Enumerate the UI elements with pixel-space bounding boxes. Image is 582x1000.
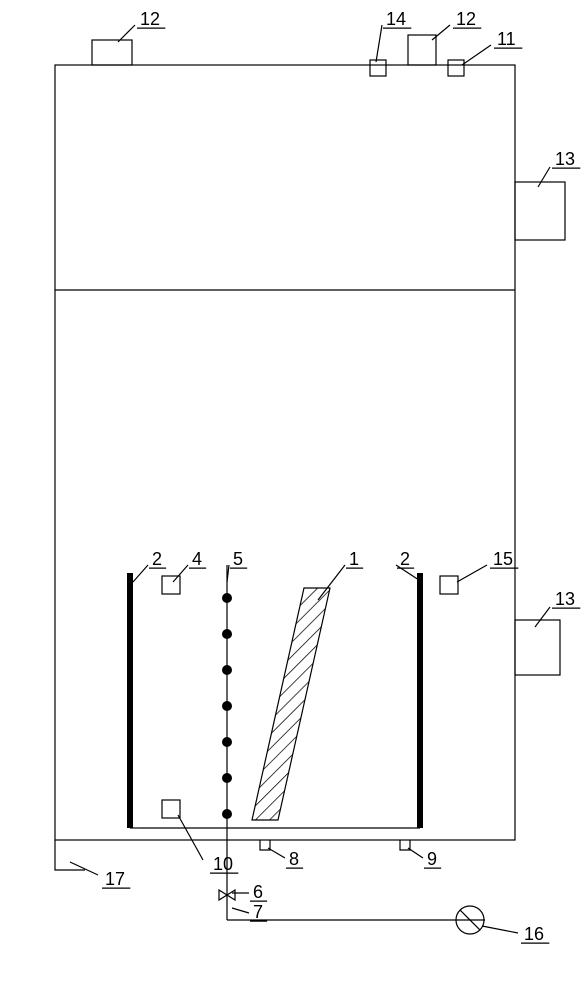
- box-4: [162, 576, 180, 594]
- svg-text:16: 16: [524, 924, 544, 944]
- svg-text:14: 14: [386, 9, 406, 29]
- svg-text:1: 1: [349, 549, 359, 569]
- leader-17: [70, 862, 98, 875]
- svg-text:13: 13: [555, 149, 575, 169]
- tube-dot: [222, 701, 232, 711]
- box-15: [440, 576, 458, 594]
- svg-text:13: 13: [555, 589, 575, 609]
- svg-text:2: 2: [152, 549, 162, 569]
- tube-dot: [222, 773, 232, 783]
- svg-text:9: 9: [427, 849, 437, 869]
- hatched-element: [252, 588, 330, 820]
- leader-2a: [133, 565, 148, 582]
- leader-12b: [432, 25, 450, 40]
- side-block-lower: [515, 620, 560, 675]
- leader-8: [268, 848, 285, 858]
- leader-14: [376, 25, 382, 62]
- side-block-upper: [515, 182, 565, 240]
- leader-11: [462, 45, 491, 65]
- svg-text:12: 12: [456, 9, 476, 29]
- svg-text:6: 6: [253, 882, 263, 902]
- top-small-14: [370, 60, 386, 76]
- leader-1: [318, 565, 345, 600]
- tube-dot: [222, 593, 232, 603]
- svg-text:5: 5: [233, 549, 243, 569]
- leader-13b: [535, 607, 550, 627]
- top-small-11: [448, 60, 464, 76]
- svg-text:2: 2: [400, 549, 410, 569]
- box-10: [162, 800, 180, 818]
- top-block-left: [92, 40, 132, 65]
- leader-7: [232, 908, 249, 913]
- leader-9: [408, 848, 423, 858]
- svg-text:11: 11: [497, 29, 516, 49]
- tube-dot: [222, 809, 232, 819]
- svg-text:17: 17: [105, 869, 125, 889]
- leader-13a: [538, 167, 550, 187]
- svg-text:12: 12: [140, 9, 160, 29]
- leader-15: [457, 565, 487, 582]
- leader-10: [178, 815, 203, 860]
- tube-dot: [222, 737, 232, 747]
- svg-text:7: 7: [253, 902, 263, 922]
- svg-text:8: 8: [289, 849, 299, 869]
- corner-17: [55, 840, 85, 870]
- leader-16: [482, 926, 518, 933]
- svg-text:4: 4: [192, 549, 202, 569]
- tube-dot: [222, 629, 232, 639]
- svg-text:15: 15: [493, 549, 513, 569]
- tube-dot: [222, 665, 232, 675]
- svg-text:10: 10: [213, 854, 233, 874]
